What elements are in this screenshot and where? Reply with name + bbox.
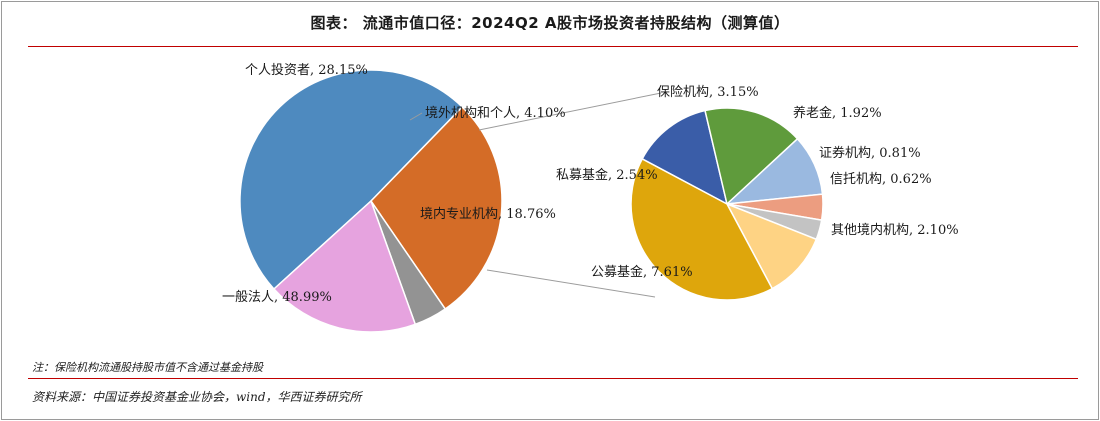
sub-pie-slice-5 — [725, 202, 818, 290]
connector-line-0 — [478, 92, 662, 131]
main-slice-label-2: 境外机构和个人, 4.10% — [425, 106, 566, 121]
main-slice-label-0: 一般法人, 48.99% — [222, 289, 332, 305]
main-pie-slice-1 — [370, 105, 503, 311]
source-divider — [28, 378, 1078, 379]
main-pie-slice-3 — [272, 199, 417, 333]
sub-slice-label-0: 私募基金, 2.54% — [556, 167, 658, 183]
main-slice-label-3: 境内专业机构, 18.76% — [420, 206, 556, 222]
connector-lines — [478, 92, 662, 298]
sub-pie-slice-0 — [641, 109, 729, 206]
source-text: 资料来源：中国证券投资基金业协会，wind，华西证券研究所 — [32, 390, 362, 404]
title-divider — [28, 46, 1078, 47]
sub-pie — [630, 107, 824, 301]
main-slice-label-1: 个人投资者, 28.15% — [245, 62, 368, 78]
sub-slice-label-2: 养老金, 1.92% — [793, 105, 882, 121]
sub-slice-label-1: 保险机构, 3.15% — [657, 85, 759, 100]
sub-pie-slice-1 — [704, 107, 799, 206]
main-pie-slice-0 — [239, 69, 464, 291]
chart-note: 注：保险机构流通股持股市值不含通过基金持股 — [32, 361, 263, 374]
sub-slice-label-6: 公募基金, 7.61% — [591, 264, 693, 280]
connector-line-1 — [486, 269, 656, 298]
sub-slice-label-3: 证券机构, 0.81% — [819, 145, 921, 161]
label-leader-line — [409, 112, 423, 121]
sub-slice-label-4: 信托机构, 0.62% — [830, 172, 932, 187]
chart-title: 图表： 流通市值口径：2024Q2 A股市场投资者持股结构（测算值） — [310, 14, 790, 32]
main-pie — [239, 69, 503, 333]
sub-slice-label-5: 其他境内机构, 2.10% — [831, 222, 959, 238]
slice-labels: 一般法人, 48.99% 个人投资者, 28.15% 境外机构和个人, 4.10% 境… — [222, 62, 959, 305]
sub-pie-slice-6 — [630, 157, 774, 301]
